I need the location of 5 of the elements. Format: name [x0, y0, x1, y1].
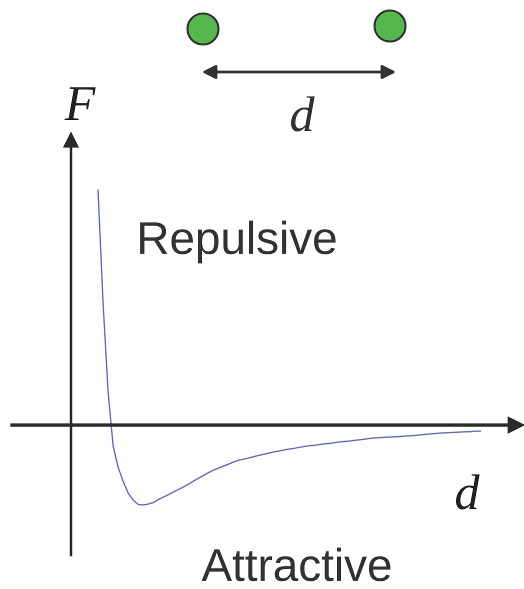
x-axis-title: d	[456, 474, 480, 510]
text: d	[291, 96, 315, 132]
y-axis-title: F	[64, 87, 96, 120]
text: Attractive	[202, 548, 390, 582]
annotation: Repulsive	[140, 220, 336, 264]
